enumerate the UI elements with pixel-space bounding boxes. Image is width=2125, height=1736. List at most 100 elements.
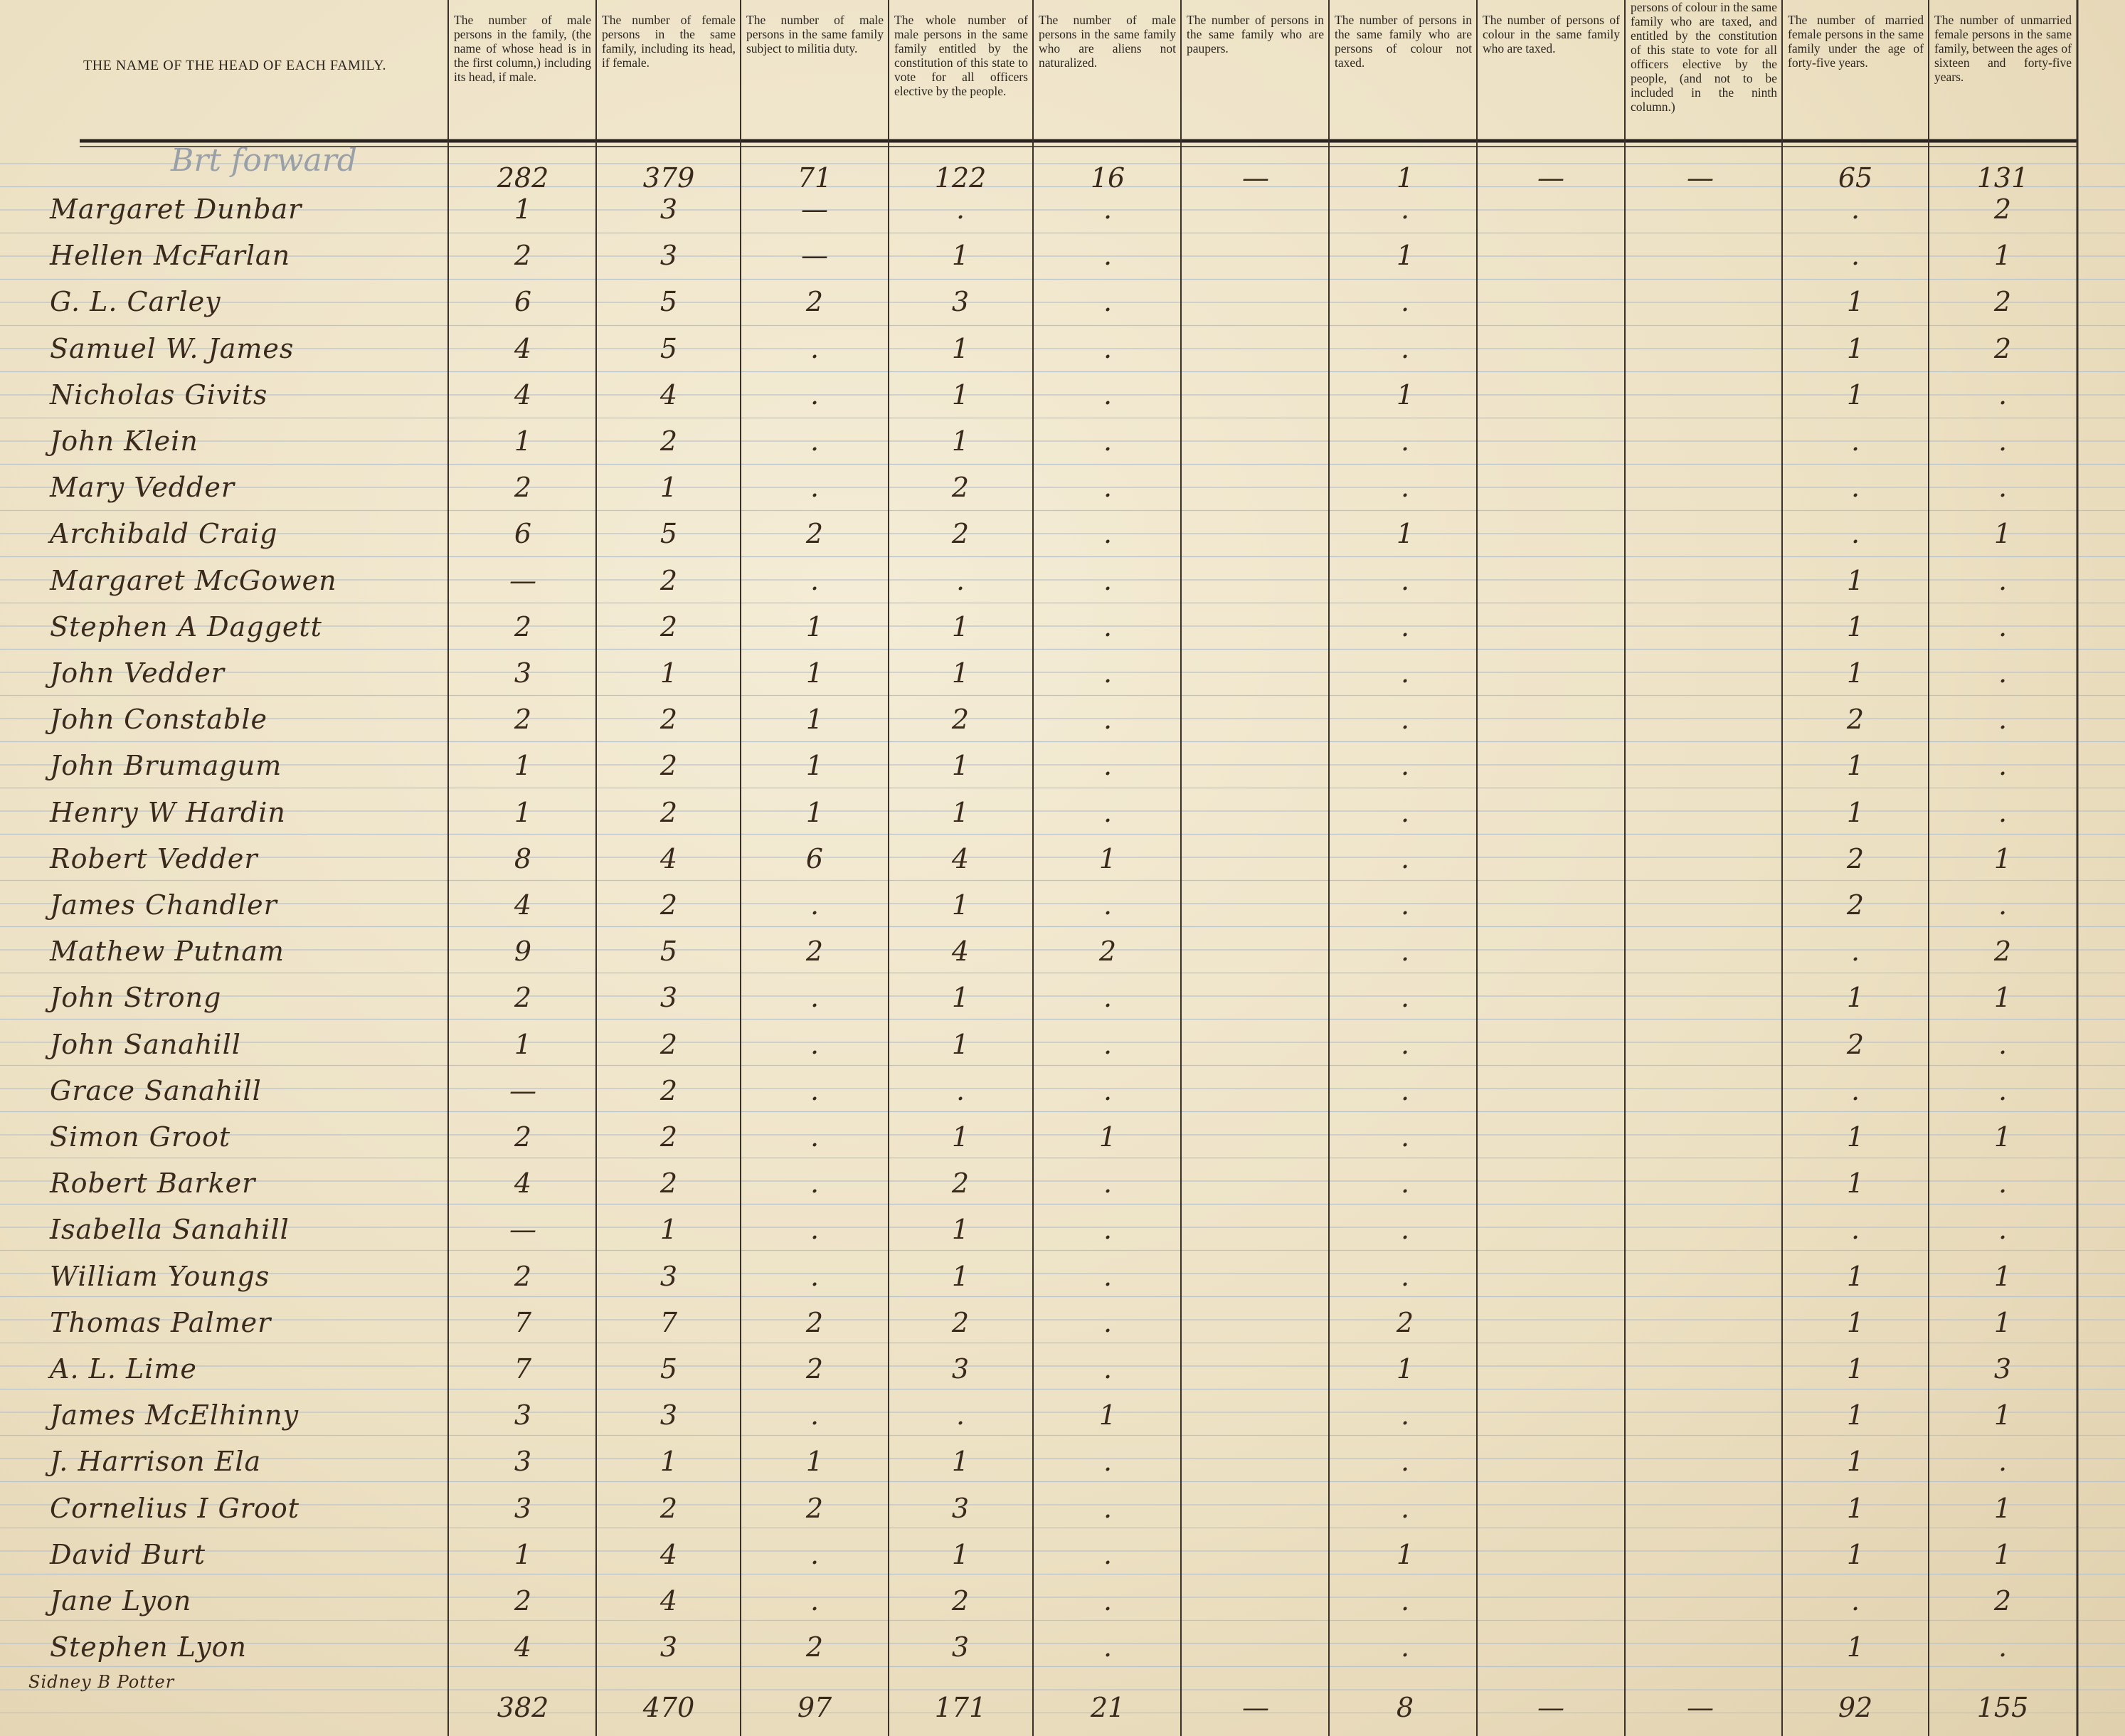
family-count: . [1103, 610, 1113, 642]
family-count: . [1998, 1074, 2008, 1106]
family-count: 2 [805, 518, 824, 550]
family-count: . [810, 1121, 820, 1153]
family-count: 2 [514, 472, 532, 504]
family-count: 1 [1098, 1399, 1117, 1431]
family-count: 2 [1098, 936, 1117, 968]
family-count: . [810, 1168, 820, 1200]
family-count: 1 [1993, 982, 2012, 1014]
family-count: 2 [514, 610, 532, 642]
family-count: . [1400, 332, 1410, 364]
family-head-name: Isabella Sanahill [50, 1214, 290, 1246]
family-count: 3 [951, 286, 970, 318]
family-count: . [1400, 842, 1410, 874]
family-count: 1 [1993, 518, 2012, 550]
family-count: 4 [514, 889, 532, 921]
family-count: 1 [951, 1446, 970, 1478]
family-head-name: John Klein [50, 425, 198, 457]
family-count: 5 [659, 332, 678, 364]
family-count: . [1400, 194, 1410, 225]
family-count: . [1850, 1074, 1860, 1106]
family-count: . [1103, 1306, 1113, 1338]
family-count: 1 [1846, 796, 1865, 828]
family-count: . [1103, 1214, 1113, 1246]
family-count: . [1103, 1260, 1113, 1292]
family-count: 2 [1846, 704, 1865, 736]
family-count: . [1400, 1260, 1410, 1292]
family-count: . [1850, 936, 1860, 968]
family-count: . [1400, 564, 1410, 596]
carried-forward-value: 379 [642, 162, 695, 194]
family-count: 5 [659, 936, 678, 968]
family-count: . [810, 889, 820, 921]
family-head-name: Margaret McGowen [50, 564, 337, 596]
family-count: 2 [1846, 889, 1865, 921]
family-count: 2 [659, 564, 678, 596]
family-count: 2 [514, 1121, 532, 1153]
family-count: 3 [951, 1631, 970, 1663]
family-count: 1 [1098, 1121, 1117, 1153]
family-count: 1 [951, 796, 970, 828]
last-line-name: Sidney B Potter [28, 1672, 175, 1692]
carried-forward-value: 1 [1396, 162, 1414, 194]
family-count: 2 [805, 1631, 824, 1663]
family-count: . [955, 564, 965, 596]
family-head-name: William Youngs [50, 1260, 270, 1292]
family-head-name: Stephen A Daggett [50, 610, 322, 642]
family-count: 1 [1846, 1121, 1865, 1153]
family-head-name: James Chandler [50, 889, 277, 921]
family-count: 1 [1993, 1260, 2012, 1292]
family-count: . [810, 425, 820, 457]
family-count: 3 [951, 1492, 970, 1524]
total-value: — [1687, 1692, 1714, 1723]
family-count: — [801, 194, 828, 225]
family-count: 1 [1846, 332, 1865, 364]
family-count: . [1998, 379, 2008, 411]
family-count: . [1850, 1214, 1860, 1246]
family-count: 2 [1993, 1585, 2012, 1616]
family-count: 2 [514, 1585, 532, 1616]
family-count: . [1400, 1214, 1410, 1246]
family-count: 2 [659, 1492, 678, 1524]
family-head-name: Thomas Palmer [50, 1306, 272, 1338]
family-count: 3 [951, 1353, 970, 1385]
family-count: 2 [1993, 332, 2012, 364]
family-count: 1 [1993, 842, 2012, 874]
family-count: 3 [659, 240, 678, 272]
family-count: . [1400, 936, 1410, 968]
carried-forward-label: Brt forward [171, 142, 357, 179]
family-count: 1 [659, 1446, 678, 1478]
family-count: 1 [1993, 240, 2012, 272]
family-head-name: John Sanahill [50, 1028, 241, 1060]
family-count: . [1998, 1168, 2008, 1200]
family-count: 4 [659, 842, 678, 874]
family-count: 1 [1846, 1446, 1865, 1478]
family-count: 1 [805, 657, 824, 689]
family-count: . [1400, 796, 1410, 828]
family-count: 2 [659, 610, 678, 642]
family-count: 1 [1846, 1168, 1865, 1200]
header-col-6: The number of persons in the same family… [1187, 13, 1324, 55]
family-count: . [810, 1028, 820, 1060]
header-col-4: The whole number of male persons in the … [894, 13, 1028, 98]
family-count: . [1400, 1121, 1410, 1153]
family-count: 3 [659, 1631, 678, 1663]
family-count: 2 [951, 704, 970, 736]
family-count: 1 [1993, 1538, 2012, 1570]
family-count: 1 [514, 425, 532, 457]
family-head-name: Robert Vedder [50, 842, 258, 874]
family-count: 4 [659, 379, 678, 411]
family-head-name: Henry W Hardin [50, 796, 286, 828]
family-count: 1 [951, 425, 970, 457]
family-count: 5 [659, 518, 678, 550]
family-count: . [1998, 750, 2008, 782]
carried-forward-value: 131 [1976, 162, 2029, 194]
header-col-7: The number of persons in the same family… [1335, 13, 1472, 70]
family-count: . [810, 1585, 820, 1616]
family-head-name: James McElhinny [50, 1399, 300, 1431]
family-head-name: Cornelius I Groot [50, 1492, 300, 1524]
family-count: 3 [514, 1446, 532, 1478]
carried-forward-value: — [1537, 162, 1564, 194]
family-count: . [1400, 1585, 1410, 1616]
family-count: . [1103, 982, 1113, 1014]
family-count: . [810, 982, 820, 1014]
